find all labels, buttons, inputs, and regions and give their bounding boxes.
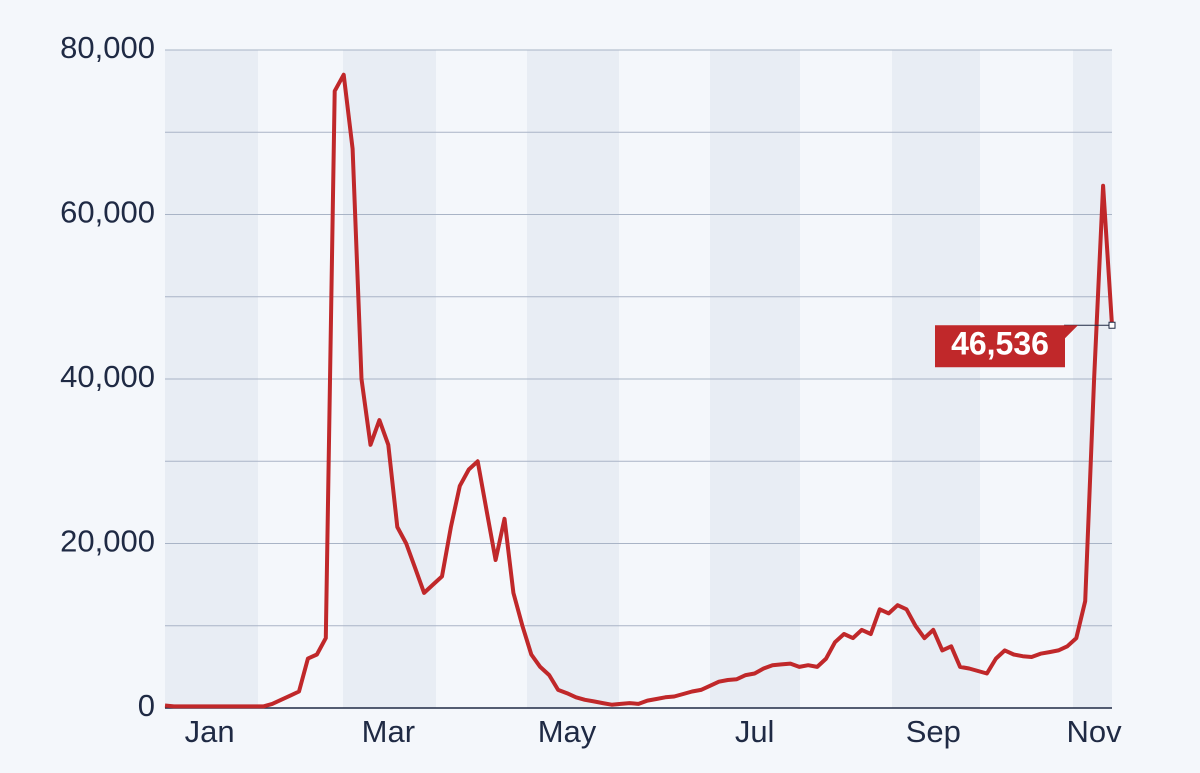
x-tick-label: Sep bbox=[906, 714, 961, 749]
label-box bbox=[935, 325, 1065, 368]
line bbox=[164, 72, 1114, 709]
y-tick-label: 0 bbox=[138, 688, 155, 723]
end-marker bbox=[1108, 321, 1116, 329]
y-tick-label: 20,000 bbox=[60, 524, 155, 559]
y-tick-label: 60,000 bbox=[60, 195, 155, 230]
data-label: 46,536 bbox=[951, 326, 1049, 362]
x-tick-label: Jan bbox=[185, 714, 235, 749]
label-pointer bbox=[1064, 325, 1078, 340]
y-tick-label: 80,000 bbox=[60, 30, 155, 65]
x-tick-label: Nov bbox=[1067, 714, 1123, 749]
x-tick-label: May bbox=[538, 714, 597, 749]
x-tick-label: Mar bbox=[362, 714, 415, 749]
x-tick-label: Jul bbox=[735, 714, 775, 749]
y-tick-label: 40,000 bbox=[60, 359, 155, 394]
